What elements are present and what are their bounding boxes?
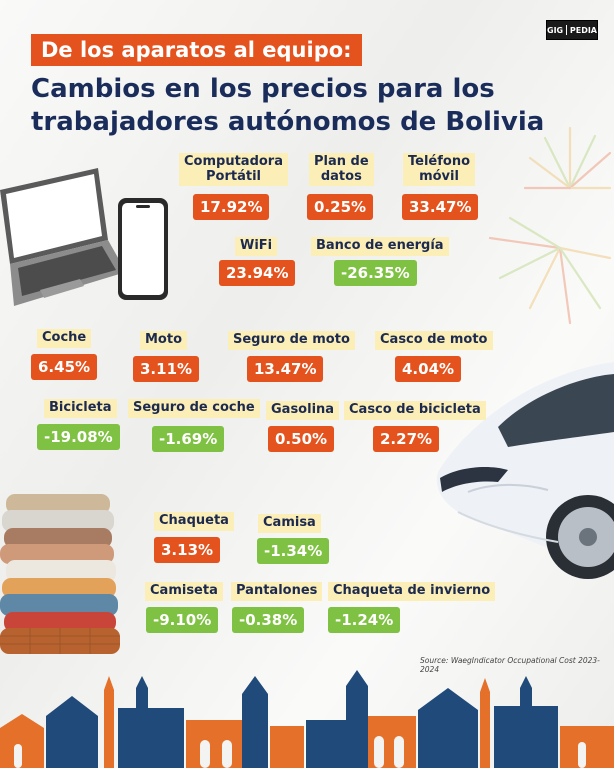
- value-casco-de-moto: 4.04%: [395, 356, 462, 382]
- label-camisa: Camisa: [258, 514, 321, 533]
- title-line-1: Cambios en los precios para los: [31, 74, 495, 104]
- label-computadora-portatil: Computadora Portátil: [179, 153, 288, 187]
- value-telefono-movil: 33.47%: [402, 194, 479, 220]
- value-wifi: 23.94%: [219, 260, 296, 286]
- value-seguro-de-coche: -1.69%: [152, 426, 225, 452]
- car-illustration: [436, 362, 614, 579]
- label-coche: Coche: [37, 329, 92, 348]
- title-line-2: trabajadores autónomos de Bolivia: [31, 106, 545, 137]
- value-coche: 6.45%: [31, 354, 98, 380]
- label-bicicleta: Bicicleta: [44, 399, 117, 418]
- laptop-icon: [0, 168, 126, 306]
- value-pantalones: -0.38%: [232, 607, 305, 633]
- smartphone-icon: [118, 198, 168, 300]
- label-camiseta: Camiseta: [145, 582, 223, 601]
- label-pantalones: Pantalones: [231, 582, 323, 601]
- label-gasolina: Gasolina: [266, 401, 340, 420]
- label-chaqueta: Chaqueta: [154, 512, 234, 531]
- value-casco-de-bicicleta: 2.27%: [373, 426, 440, 452]
- value-camiseta: -9.10%: [146, 607, 219, 633]
- fireworks-decoration: [488, 126, 612, 325]
- value-bicicleta: -19.08%: [37, 424, 120, 450]
- value-banco-de-energia: -26.35%: [334, 260, 417, 286]
- source-note: Source: WaegIndicator Occupational Cost …: [420, 656, 600, 674]
- label-casco-de-moto: Casco de moto: [375, 331, 493, 350]
- label-seguro-de-coche: Seguro de coche: [128, 399, 260, 418]
- value-chaqueta: 3.13%: [154, 537, 221, 563]
- logo-left: GIG: [547, 25, 564, 35]
- gigpedia-logo: GIG PEDIA: [546, 20, 598, 40]
- label-casco-de-bicicleta: Casco de bicicleta: [344, 401, 486, 420]
- label-wifi: WiFi: [235, 237, 278, 256]
- label-banco-de-energia: Banco de energía: [311, 237, 449, 256]
- label-seguro-de-moto: Seguro de moto: [228, 331, 355, 350]
- label-plan-de-datos: Plan de datos: [309, 153, 374, 187]
- label-moto: Moto: [140, 331, 188, 350]
- label-chaqueta-de-invierno: Chaqueta de invierno: [328, 582, 496, 601]
- value-chaqueta-de-invierno: -1.24%: [328, 607, 401, 633]
- city-skyline-decoration: [0, 670, 614, 768]
- value-moto: 3.11%: [133, 356, 200, 382]
- value-computadora-portatil: 17.92%: [193, 194, 270, 220]
- value-camisa: -1.34%: [257, 538, 330, 564]
- page-title: Cambios en los precios para los trabajad…: [31, 73, 544, 138]
- clothes-stack-illustration: [0, 494, 120, 654]
- value-plan-de-datos: 0.25%: [307, 194, 374, 220]
- value-gasolina: 0.50%: [268, 426, 335, 452]
- header-tag: De los aparatos al equipo:: [31, 34, 362, 67]
- value-seguro-de-moto: 13.47%: [247, 356, 324, 382]
- label-telefono-movil: Teléfono móvil: [403, 153, 476, 187]
- logo-right: PEDIA: [569, 25, 597, 35]
